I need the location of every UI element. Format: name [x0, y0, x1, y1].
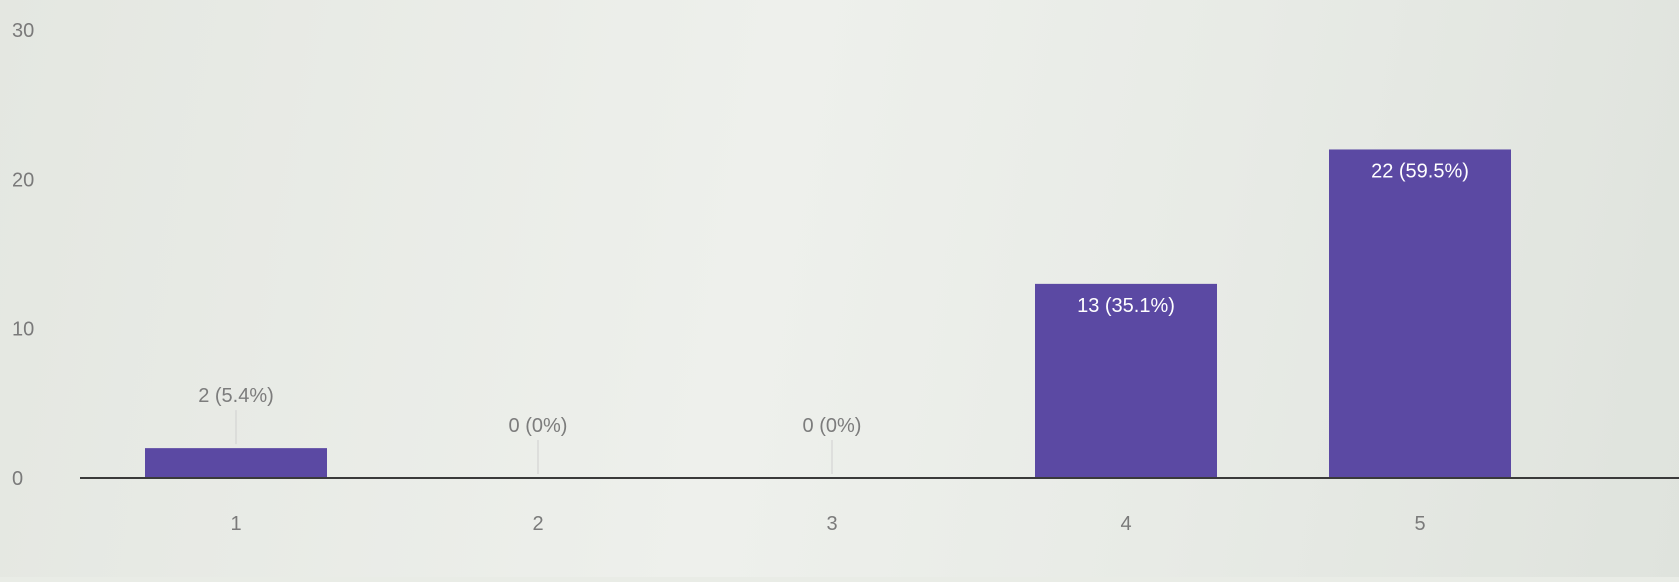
- bars: [145, 149, 1511, 478]
- y-axis-ticks: 0 10 20 30: [12, 20, 34, 490]
- x-tick-label: 2: [532, 513, 543, 535]
- y-tick-label: 30: [12, 20, 34, 42]
- bar: [1329, 149, 1511, 478]
- x-axis-ticks: 1 2 3 4 5: [230, 513, 1425, 535]
- bar-data-label: 0 (0%): [509, 415, 568, 437]
- y-tick-label: 20: [12, 169, 34, 191]
- x-tick-label: 3: [826, 513, 837, 535]
- x-tick-label: 1: [230, 513, 241, 535]
- bar-data-label: 0 (0%): [803, 415, 862, 437]
- bar: [145, 448, 327, 478]
- y-tick-label: 0: [12, 468, 23, 490]
- bar: [1035, 283, 1217, 478]
- x-tick-label: 4: [1120, 513, 1131, 535]
- bar-data-label: 13 (35.1%): [1077, 295, 1175, 317]
- bar-data-label: 22 (59.5%): [1371, 160, 1469, 182]
- x-tick-label: 5: [1414, 513, 1425, 535]
- y-tick-label: 10: [12, 319, 34, 341]
- bar-data-label: 2 (5.4%): [198, 385, 274, 407]
- data-labels: 2 (5.4%) 0 (0%) 0 (0%) 13 (35.1%) 22 (59.5%): [198, 160, 1469, 474]
